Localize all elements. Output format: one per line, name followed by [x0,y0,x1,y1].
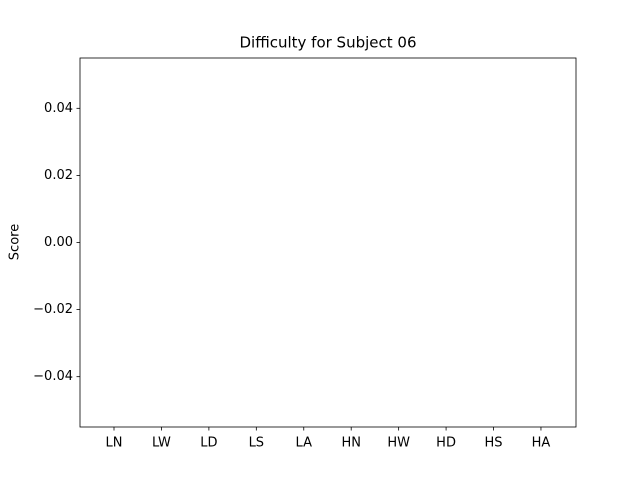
y-tick-label: 0.00 [44,235,73,250]
x-tick-label: HA [532,436,551,451]
x-tick-label: HW [387,436,410,451]
chart-title: Difficulty for Subject 06 [240,34,417,52]
y-tick-label: 0.04 [44,101,73,116]
y-tick-label: −0.04 [33,369,73,384]
x-tick-label: LN [106,436,123,451]
x-tick-label: HS [485,436,503,451]
x-tick-label: LA [296,436,313,451]
y-axis-label: Score [8,224,23,260]
x-tick-label: LS [249,436,265,451]
x-tick-label: LD [200,436,217,451]
y-tick-label: 0.02 [44,168,73,183]
x-tick-label: HN [341,436,361,451]
plot-frame [79,57,577,428]
x-tick-label: LW [152,436,171,451]
x-tick-label: HD [436,436,456,451]
y-tick-label: −0.02 [33,302,73,317]
